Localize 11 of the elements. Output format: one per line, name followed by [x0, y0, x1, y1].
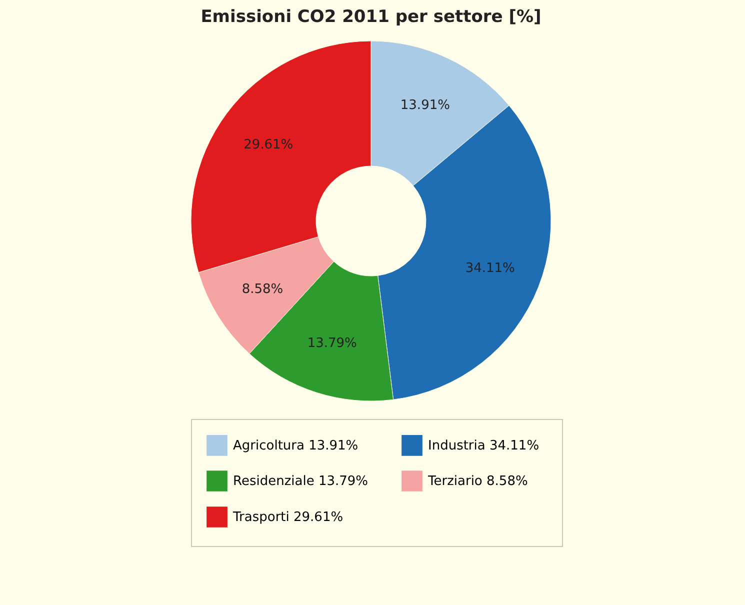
data-label: 34.11% — [465, 260, 515, 276]
legend-label: Agricoltura 13.91% — [233, 438, 358, 454]
data-label: 13.79% — [307, 336, 357, 351]
data-label: 29.61% — [244, 138, 294, 152]
legend-label: Industria 34.11% — [428, 438, 540, 454]
legend-label: Trasporti 29.61% — [232, 510, 344, 525]
data-label: 13.91% — [400, 98, 450, 114]
data-label: 8.58% — [242, 282, 284, 297]
chart-title: Emissioni CO2 2011 per settore [%] — [200, 7, 542, 27]
legend-label: Residenziale 13.79% — [233, 474, 368, 489]
legend-label: Terziario 8.58% — [427, 474, 528, 489]
